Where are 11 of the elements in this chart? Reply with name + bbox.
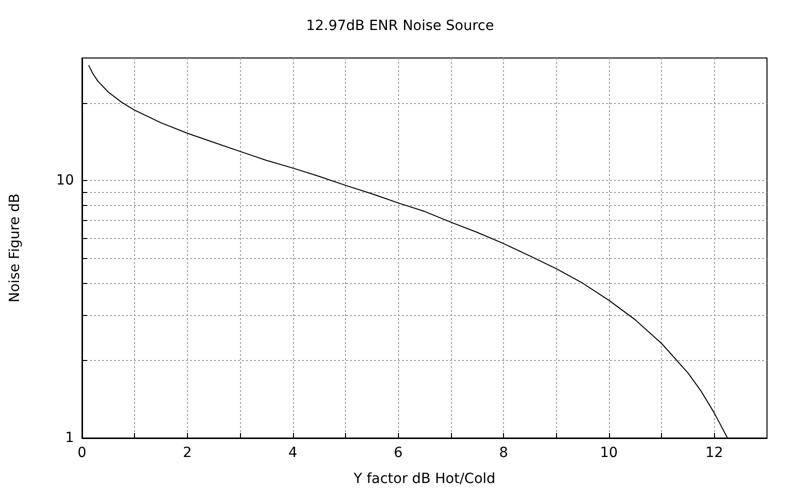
x-tick-label: 4 [288,445,298,461]
y-axis-title: Noise Figure dB [7,194,23,302]
x-tick-label: 12 [705,445,724,461]
x-tick-label: 10 [600,445,618,461]
x-axis-title: Y factor dB Hot/Cold [352,471,496,487]
x-tick-label: 8 [499,445,508,461]
x-tick-label: 6 [394,445,403,461]
chart-title: 12.97dB ENR Noise Source [306,18,494,34]
y-tick-label: 1 [65,430,74,446]
x-tick-label: 2 [182,445,192,461]
x-tick-label: 0 [78,445,86,461]
